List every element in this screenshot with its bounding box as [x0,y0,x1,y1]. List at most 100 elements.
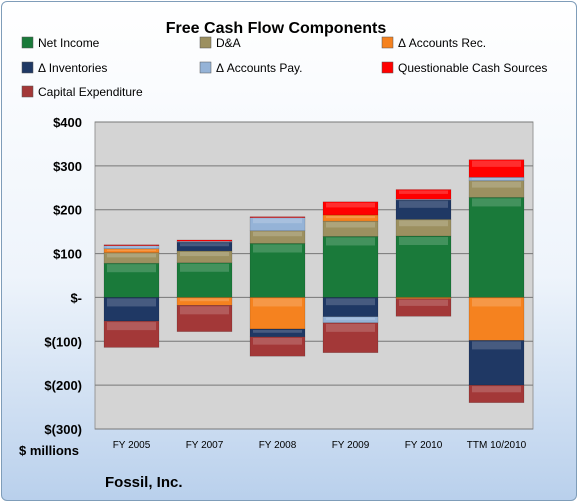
legend-swatch-accounts-rec [381,36,394,49]
bar-segment-highlight [253,337,302,345]
bar-segment-questionable-cash-sources [103,244,160,246]
bar-segment-questionable-cash-sources [249,216,306,218]
bar-segment-capital-expenditure [322,322,379,353]
plot-area: $400 $300 $200 $100 $- $(100) $(200) $(300) FY 2… [44,115,534,451]
bar-segment-highlight [107,253,156,258]
bar-segment-d-a [176,250,233,264]
bar-segment-accounts-rec [468,297,525,341]
legend-label-capital-expenditure: Capital Expenditure [38,85,143,99]
legend-swatch-questionable-cash-sources [381,61,394,74]
bar-segment-net-income [468,197,525,298]
bar-segment-highlight [399,201,448,208]
bar-segment-highlight [107,249,156,252]
bar-segment-highlight [253,218,302,224]
bar-segment-questionable-cash-sources [468,159,525,178]
x-tick-label: FY 2009 [332,440,370,451]
x-tick-label: FY 2010 [405,440,443,451]
bar-stack-ttm-10-2010 [468,159,525,403]
bar-segment-highlight [472,198,521,207]
y-tick-label: $400 [53,115,82,130]
bar-segment-highlight [326,317,375,320]
bar-segment-capital-expenditure [249,336,306,357]
bar-segment-capital-expenditure [176,305,233,332]
bar-segment-highlight [180,251,229,257]
plot-background [94,121,534,430]
bar-segment-highlight [472,341,521,350]
bar-stack-fy-2007 [176,239,233,332]
bar-segment-questionable-cash-sources [176,239,233,242]
legend: Net Income D&A Δ Accounts Rec. Δ Inventorie… [21,36,547,99]
y-tick-label: $(300) [44,422,82,437]
bar-segment-highlight [107,246,156,248]
bar-segment-highlight [180,298,229,302]
bar-segment-highlight [472,181,521,188]
bar-segment-net-income [249,243,306,298]
bar-segment-questionable-cash-sources [395,189,452,200]
x-tick-label: FY 2007 [186,440,224,451]
bar-segment-capital-expenditure [395,298,452,317]
bar-segment-highlight [326,215,375,219]
x-tick-label: TTM 10/2010 [467,440,527,451]
legend-swatch-inventories [21,61,34,74]
legend-swatch-net-income [21,36,34,49]
bar-segment-highlight [399,190,448,194]
chart-title: Free Cash Flow Components [166,20,387,37]
bar-segment-highlight [472,298,521,307]
bar-stack-fy-2009 [322,201,379,353]
y-tick-label: $(100) [44,334,82,349]
bar-segment-highlight [180,243,229,247]
y-tick-label: $300 [53,159,82,174]
bar-segment-highlight [472,386,521,393]
legend-label-net-income: Net Income [38,36,100,50]
legend-swatch-d-a [199,36,212,49]
bar-segment-highlight [253,330,302,333]
y-tick-label: $- [70,290,82,305]
legend-swatch-capital-expenditure [21,85,34,98]
bar-segment-highlight [107,264,156,273]
bar-segment-highlight [326,237,375,246]
legend-label-inventories: Δ Inventories [38,61,107,75]
bar-segment-net-income [322,236,379,298]
bar-segment-inventories [468,340,525,386]
legend-label-accounts-pay: Δ Accounts Pay. [216,61,303,75]
bar-segment-accounts-rec [249,297,306,330]
y-tick-label: $100 [53,247,82,262]
bar-segment-net-income [103,262,160,298]
bar-stack-fy-2005 [103,244,160,348]
bar-segment-highlight [399,299,448,306]
bar-segment-highlight [326,323,375,332]
bar-segment-capital-expenditure [103,320,160,348]
bar-segment-highlight [180,306,229,315]
legend-swatch-accounts-pay [199,61,212,74]
legend-label-questionable-cash-sources: Questionable Cash Sources [398,61,547,75]
bar-segment-inventories [395,199,452,220]
company-name: Fossil, Inc. [105,474,183,491]
legend-label-accounts-rec: Δ Accounts Rec. [398,36,486,50]
y-tick-label: $200 [53,203,82,218]
y-tick-label: $(200) [44,378,82,393]
bar-segment-highlight [326,222,375,228]
y-axis-unit-label: $ millions [19,443,79,458]
bar-segment-accounts-rec [395,297,452,299]
bar-stack-fy-2008 [249,216,306,357]
bar-segment-highlight [180,263,229,272]
bar-segment-highlight [472,160,521,167]
bar-segment-highlight [399,220,448,227]
x-tick-label: FY 2008 [259,440,297,451]
bar-segment-highlight [326,298,375,306]
x-tick-label: FY 2005 [113,440,151,451]
bar-stack-fy-2010 [395,189,452,317]
bar-segment-highlight [107,298,156,307]
bar-segment-highlight [253,231,302,237]
bar-segment-questionable-cash-sources [322,201,379,216]
bar-segment-highlight [253,244,302,253]
bar-segment-net-income [395,235,452,298]
bar-segment-highlight [399,237,448,246]
bar-segment-highlight [472,178,521,180]
bar-segment-highlight [253,298,302,307]
bar-segment-highlight [107,322,156,331]
legend-label-d-a: D&A [216,36,241,50]
bar-segment-capital-expenditure [468,384,525,403]
